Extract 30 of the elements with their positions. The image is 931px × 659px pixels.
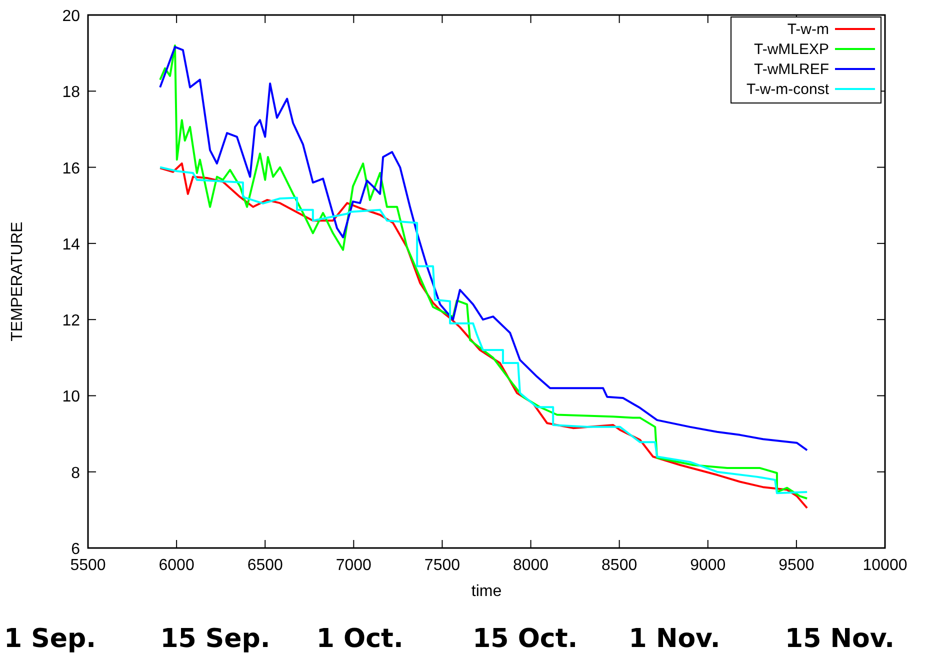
- x-tick-label: 5500: [70, 557, 106, 574]
- x-tick-label: 6000: [158, 557, 194, 574]
- x-tick-label: 6500: [247, 557, 284, 574]
- y-tick-label: 16: [62, 160, 80, 178]
- y-tick-label: 14: [62, 236, 80, 254]
- y-tick-label: 8: [71, 464, 80, 482]
- y-tick-label: 12: [62, 312, 80, 330]
- y-tick-label: 10: [62, 388, 80, 406]
- text: 15 Nov.: [785, 624, 895, 654]
- x-tick-label: 8500: [602, 557, 638, 574]
- y-axis-title: TEMPERATURE: [9, 222, 26, 342]
- y-tick-label: 18: [62, 84, 80, 102]
- legend-label: T-w-m: [787, 21, 829, 38]
- legend-label: T-wMLEXP: [754, 41, 829, 58]
- x-tick-label: 7500: [424, 557, 460, 574]
- x-tick-label: 8000: [512, 557, 549, 574]
- x-axis-title: time: [471, 583, 502, 600]
- y-tick-label: 20: [62, 8, 80, 25]
- text: 15 Oct.: [472, 624, 578, 654]
- x-tick-label: 7000: [336, 557, 372, 574]
- text: 1 Nov.: [628, 624, 720, 654]
- text: 1 Oct.: [316, 624, 404, 654]
- legend-label: T-wMLREF: [754, 61, 829, 78]
- text: 15 Sep.: [160, 624, 270, 654]
- text: 1 Sep.: [4, 624, 96, 654]
- y-tick-label: 6: [71, 541, 80, 558]
- x-tick-label: 9500: [778, 557, 814, 574]
- x-tick-label: 10000: [862, 557, 908, 574]
- legend-label: T-w-m-const: [746, 81, 830, 98]
- x-tick-label: 9000: [690, 557, 726, 574]
